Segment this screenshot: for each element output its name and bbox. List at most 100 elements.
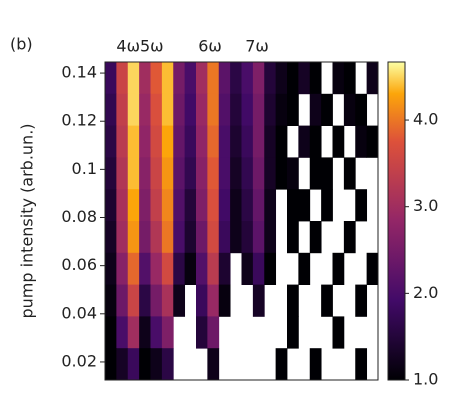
heatmap-cell	[196, 62, 208, 95]
heatmap-cell	[355, 348, 368, 381]
heatmap-cell	[116, 157, 129, 190]
heatmap-cell	[184, 189, 197, 222]
heatmap-cell	[127, 93, 140, 126]
heatmap-cell	[196, 157, 208, 190]
heatmap-cell	[298, 252, 311, 285]
heatmap-cell	[343, 93, 356, 126]
heatmap-cell	[275, 348, 288, 381]
y-tick-label: 0.04	[61, 303, 97, 322]
heatmap-cell	[139, 252, 151, 285]
heatmap-cell	[150, 157, 163, 190]
heatmap-cell	[196, 189, 208, 222]
heatmap-cell	[127, 62, 140, 95]
harmonic-label: 7ω	[245, 37, 269, 56]
plot-frame	[104, 61, 379, 381]
heatmap-cell	[264, 62, 277, 95]
heatmap-cell	[252, 62, 265, 95]
heatmap-cell	[105, 221, 117, 254]
heatmap-cell	[275, 93, 288, 126]
heatmap-cell	[241, 125, 254, 158]
heatmap-cell	[218, 157, 231, 190]
heatmap-cell	[105, 316, 117, 349]
heatmap-cell	[252, 125, 265, 158]
heatmap-cell	[218, 93, 231, 126]
heatmap-cell	[105, 189, 117, 222]
heatmap-cell	[252, 252, 265, 285]
heatmap-cell	[207, 93, 220, 126]
heatmap-cell	[161, 125, 174, 158]
heatmap-cell	[287, 93, 299, 126]
heatmap-cell	[321, 93, 333, 126]
heatmap-cell	[287, 284, 299, 317]
heatmap-cell	[309, 62, 322, 95]
heatmap-cell	[207, 189, 220, 222]
heatmap-cell	[241, 252, 254, 285]
heatmap-cell	[252, 157, 265, 190]
heatmap-cell	[230, 62, 242, 95]
heatmap-cell	[207, 62, 220, 95]
heatmap-cell	[218, 125, 231, 158]
heatmap-cell	[127, 284, 140, 317]
heatmap-cell	[161, 189, 174, 222]
y-tick-label: 0.14	[61, 63, 97, 82]
heatmap-cell	[139, 316, 151, 349]
heatmap-cell	[275, 62, 288, 95]
heatmap-cell	[105, 93, 117, 126]
heatmap-cell	[287, 157, 299, 190]
heatmap-cell	[298, 62, 311, 95]
heatmap-cell	[161, 348, 174, 381]
heatmap-cell	[116, 221, 129, 254]
heatmap-cell	[139, 157, 151, 190]
heatmap-cell	[355, 284, 368, 317]
heatmap-cell	[230, 93, 242, 126]
heatmap-cell	[264, 252, 277, 285]
heatmap-cell	[161, 93, 174, 126]
heatmap-cell	[241, 221, 254, 254]
heatmap-cell	[264, 221, 277, 254]
heatmap-cell	[173, 189, 186, 222]
heatmap-cell	[116, 62, 129, 95]
heatmap-cell	[366, 252, 379, 285]
heatmap-cell	[332, 62, 345, 95]
heatmap-cell	[196, 284, 208, 317]
heatmap-cell	[173, 252, 186, 285]
heatmap-cell	[196, 316, 208, 349]
heatmap-cell	[309, 221, 322, 254]
heatmap-cell	[230, 125, 242, 158]
heatmap-cell	[207, 316, 220, 349]
heatmap-cell	[207, 252, 220, 285]
heatmap-cell	[207, 221, 220, 254]
heatmap-cell	[207, 284, 220, 317]
heatmap-cell	[332, 252, 345, 285]
heatmap-cell	[252, 93, 265, 126]
heatmap-cell	[218, 189, 231, 222]
heatmap-cell	[298, 189, 311, 222]
heatmap-cell	[184, 157, 197, 190]
heatmap-cell	[105, 284, 117, 317]
heatmap-cell	[105, 157, 117, 190]
heatmap-cell	[332, 125, 345, 158]
heatmap-cell	[150, 284, 163, 317]
heatmap-cell	[116, 252, 129, 285]
heatmap-cell	[127, 348, 140, 381]
heatmap-cell	[105, 62, 117, 95]
heatmap-cell	[116, 316, 129, 349]
heatmap-cell	[127, 221, 140, 254]
heatmap-cell	[173, 157, 186, 190]
heatmap-cell	[264, 157, 277, 190]
heatmap-cell	[150, 189, 163, 222]
heatmap-cell	[196, 125, 208, 158]
heatmap-cell	[139, 221, 151, 254]
heatmap-cell	[252, 221, 265, 254]
heatmap-cell	[116, 93, 129, 126]
colorbar-tick-label: 3.0	[413, 196, 438, 215]
heatmap-cell	[287, 189, 299, 222]
heatmap-cell	[287, 221, 299, 254]
colorbar-tick-label: 4.0	[413, 110, 438, 129]
heatmap-cell	[184, 125, 197, 158]
heatmap-cell	[184, 221, 197, 254]
heatmap-cell	[218, 252, 231, 285]
heatmap-cell	[321, 157, 333, 190]
y-tick-label: 0.1	[72, 159, 97, 178]
heatmap-cell	[161, 157, 174, 190]
